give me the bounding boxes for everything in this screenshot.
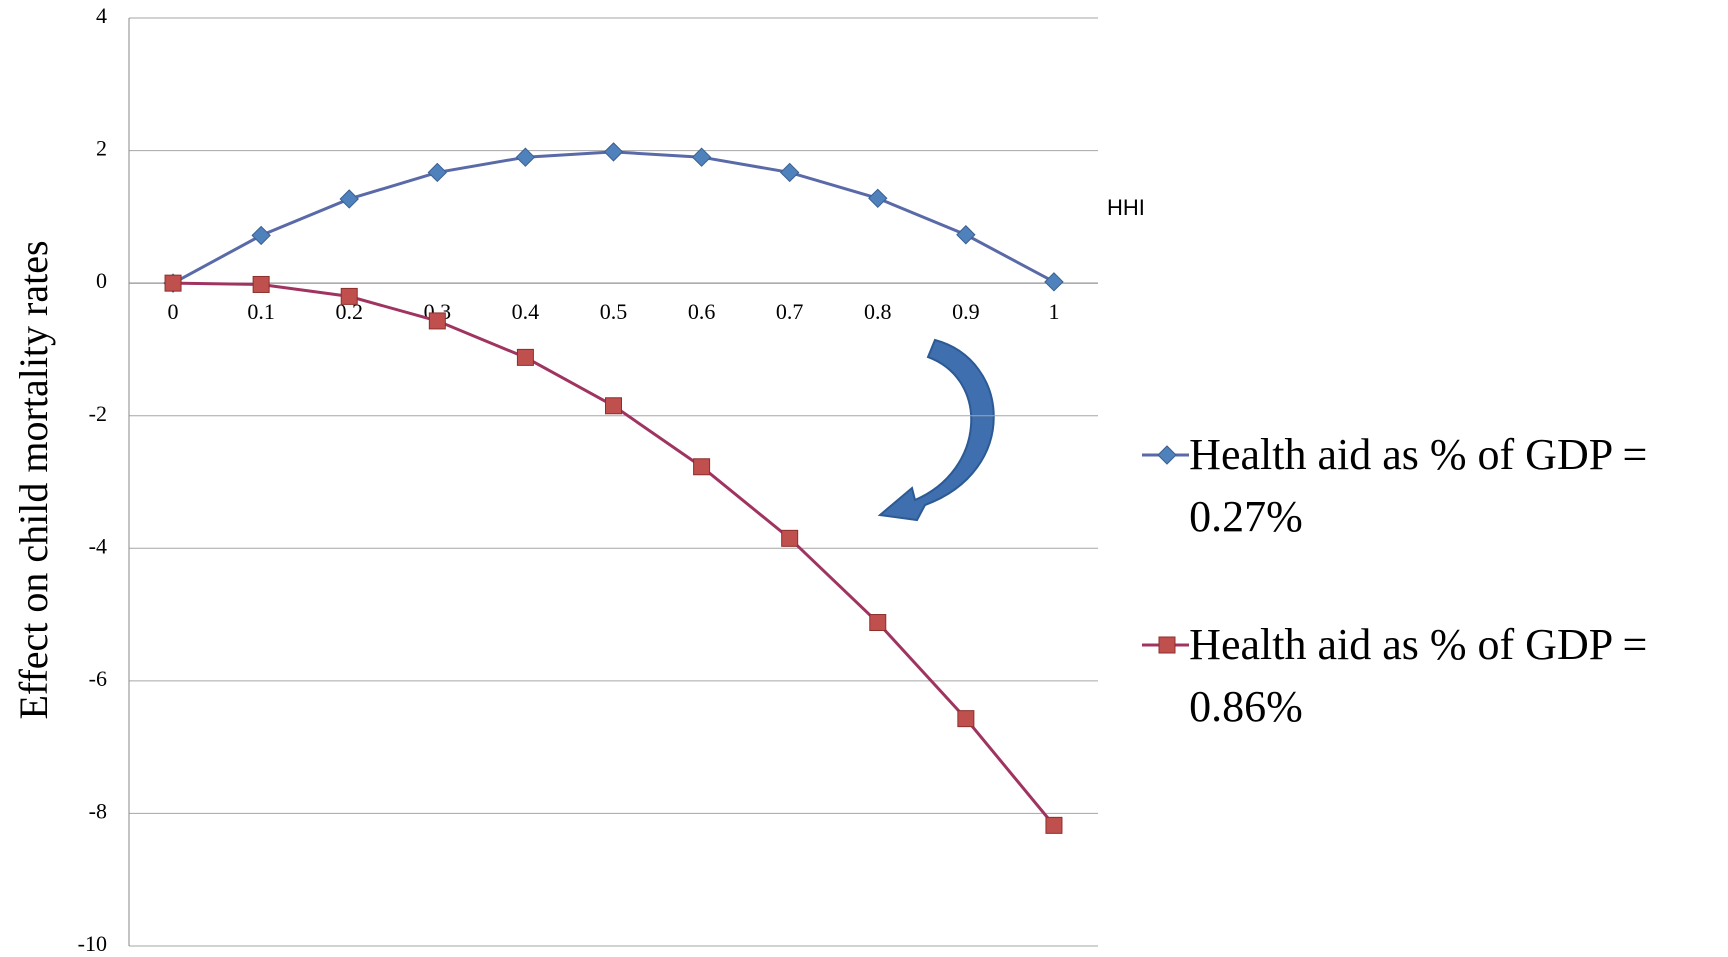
y-tick-label: -6 — [89, 666, 107, 691]
y-tick-label: -4 — [89, 533, 107, 558]
x-axis-label: HHI — [1107, 195, 1145, 220]
marker — [428, 312, 446, 330]
marker — [516, 348, 534, 366]
y-tick-label: -2 — [89, 401, 107, 426]
marker — [957, 710, 975, 728]
marker — [1157, 445, 1177, 465]
legend: Health aid as % of GDP = 0.27% Health aid… — [1140, 424, 1720, 804]
x-tick-label: 0.9 — [952, 299, 980, 324]
marker — [779, 162, 800, 183]
series-line — [173, 281, 1056, 827]
legend-label: Health aid as % of GDP = 0.27% — [1189, 430, 1648, 541]
marker — [1044, 272, 1064, 292]
legend-entry: Health aid as % of GDP = 0.86% — [1140, 614, 1720, 738]
marker — [603, 142, 624, 162]
x-tick-label: 0.8 — [864, 299, 892, 324]
marker — [1158, 636, 1176, 654]
marker — [868, 188, 888, 209]
x-tick-label: 0.6 — [688, 299, 716, 324]
x-tick-label: 0.1 — [247, 299, 275, 324]
marker — [691, 147, 712, 167]
y-tick-label: 4 — [96, 3, 107, 28]
x-tick-label: 0.7 — [776, 299, 804, 324]
y-tick-label: -10 — [78, 931, 107, 956]
y-axis-label: Effect on child mortality rates — [11, 240, 56, 719]
marker — [251, 225, 271, 246]
marker — [340, 287, 358, 305]
legend-label: Health aid as % of GDP = 0.86% — [1189, 620, 1648, 731]
marker — [605, 397, 622, 415]
marker — [164, 274, 182, 292]
marker — [515, 147, 536, 167]
arrow — [877, 338, 995, 522]
legend-swatch — [1142, 636, 1190, 654]
marker — [427, 162, 448, 183]
marker — [869, 614, 887, 632]
y-tick-label: 2 — [96, 136, 107, 161]
marker — [956, 225, 976, 245]
legend-entry: Health aid as % of GDP = 0.27% — [1140, 424, 1720, 548]
marker — [252, 275, 270, 293]
x-tick-label: 0.5 — [600, 299, 628, 324]
marker — [1045, 816, 1063, 834]
x-tick-label: 1 — [1048, 299, 1059, 324]
y-tick-label: -8 — [89, 798, 107, 823]
y-tick-label: 0 — [96, 268, 107, 293]
series-line — [172, 150, 1055, 285]
x-tick-label: 0 — [168, 299, 179, 324]
x-tick-label: 0.4 — [512, 299, 540, 324]
marker — [693, 458, 711, 476]
marker — [781, 529, 799, 547]
marker — [339, 189, 359, 209]
legend-swatch — [1142, 445, 1190, 465]
